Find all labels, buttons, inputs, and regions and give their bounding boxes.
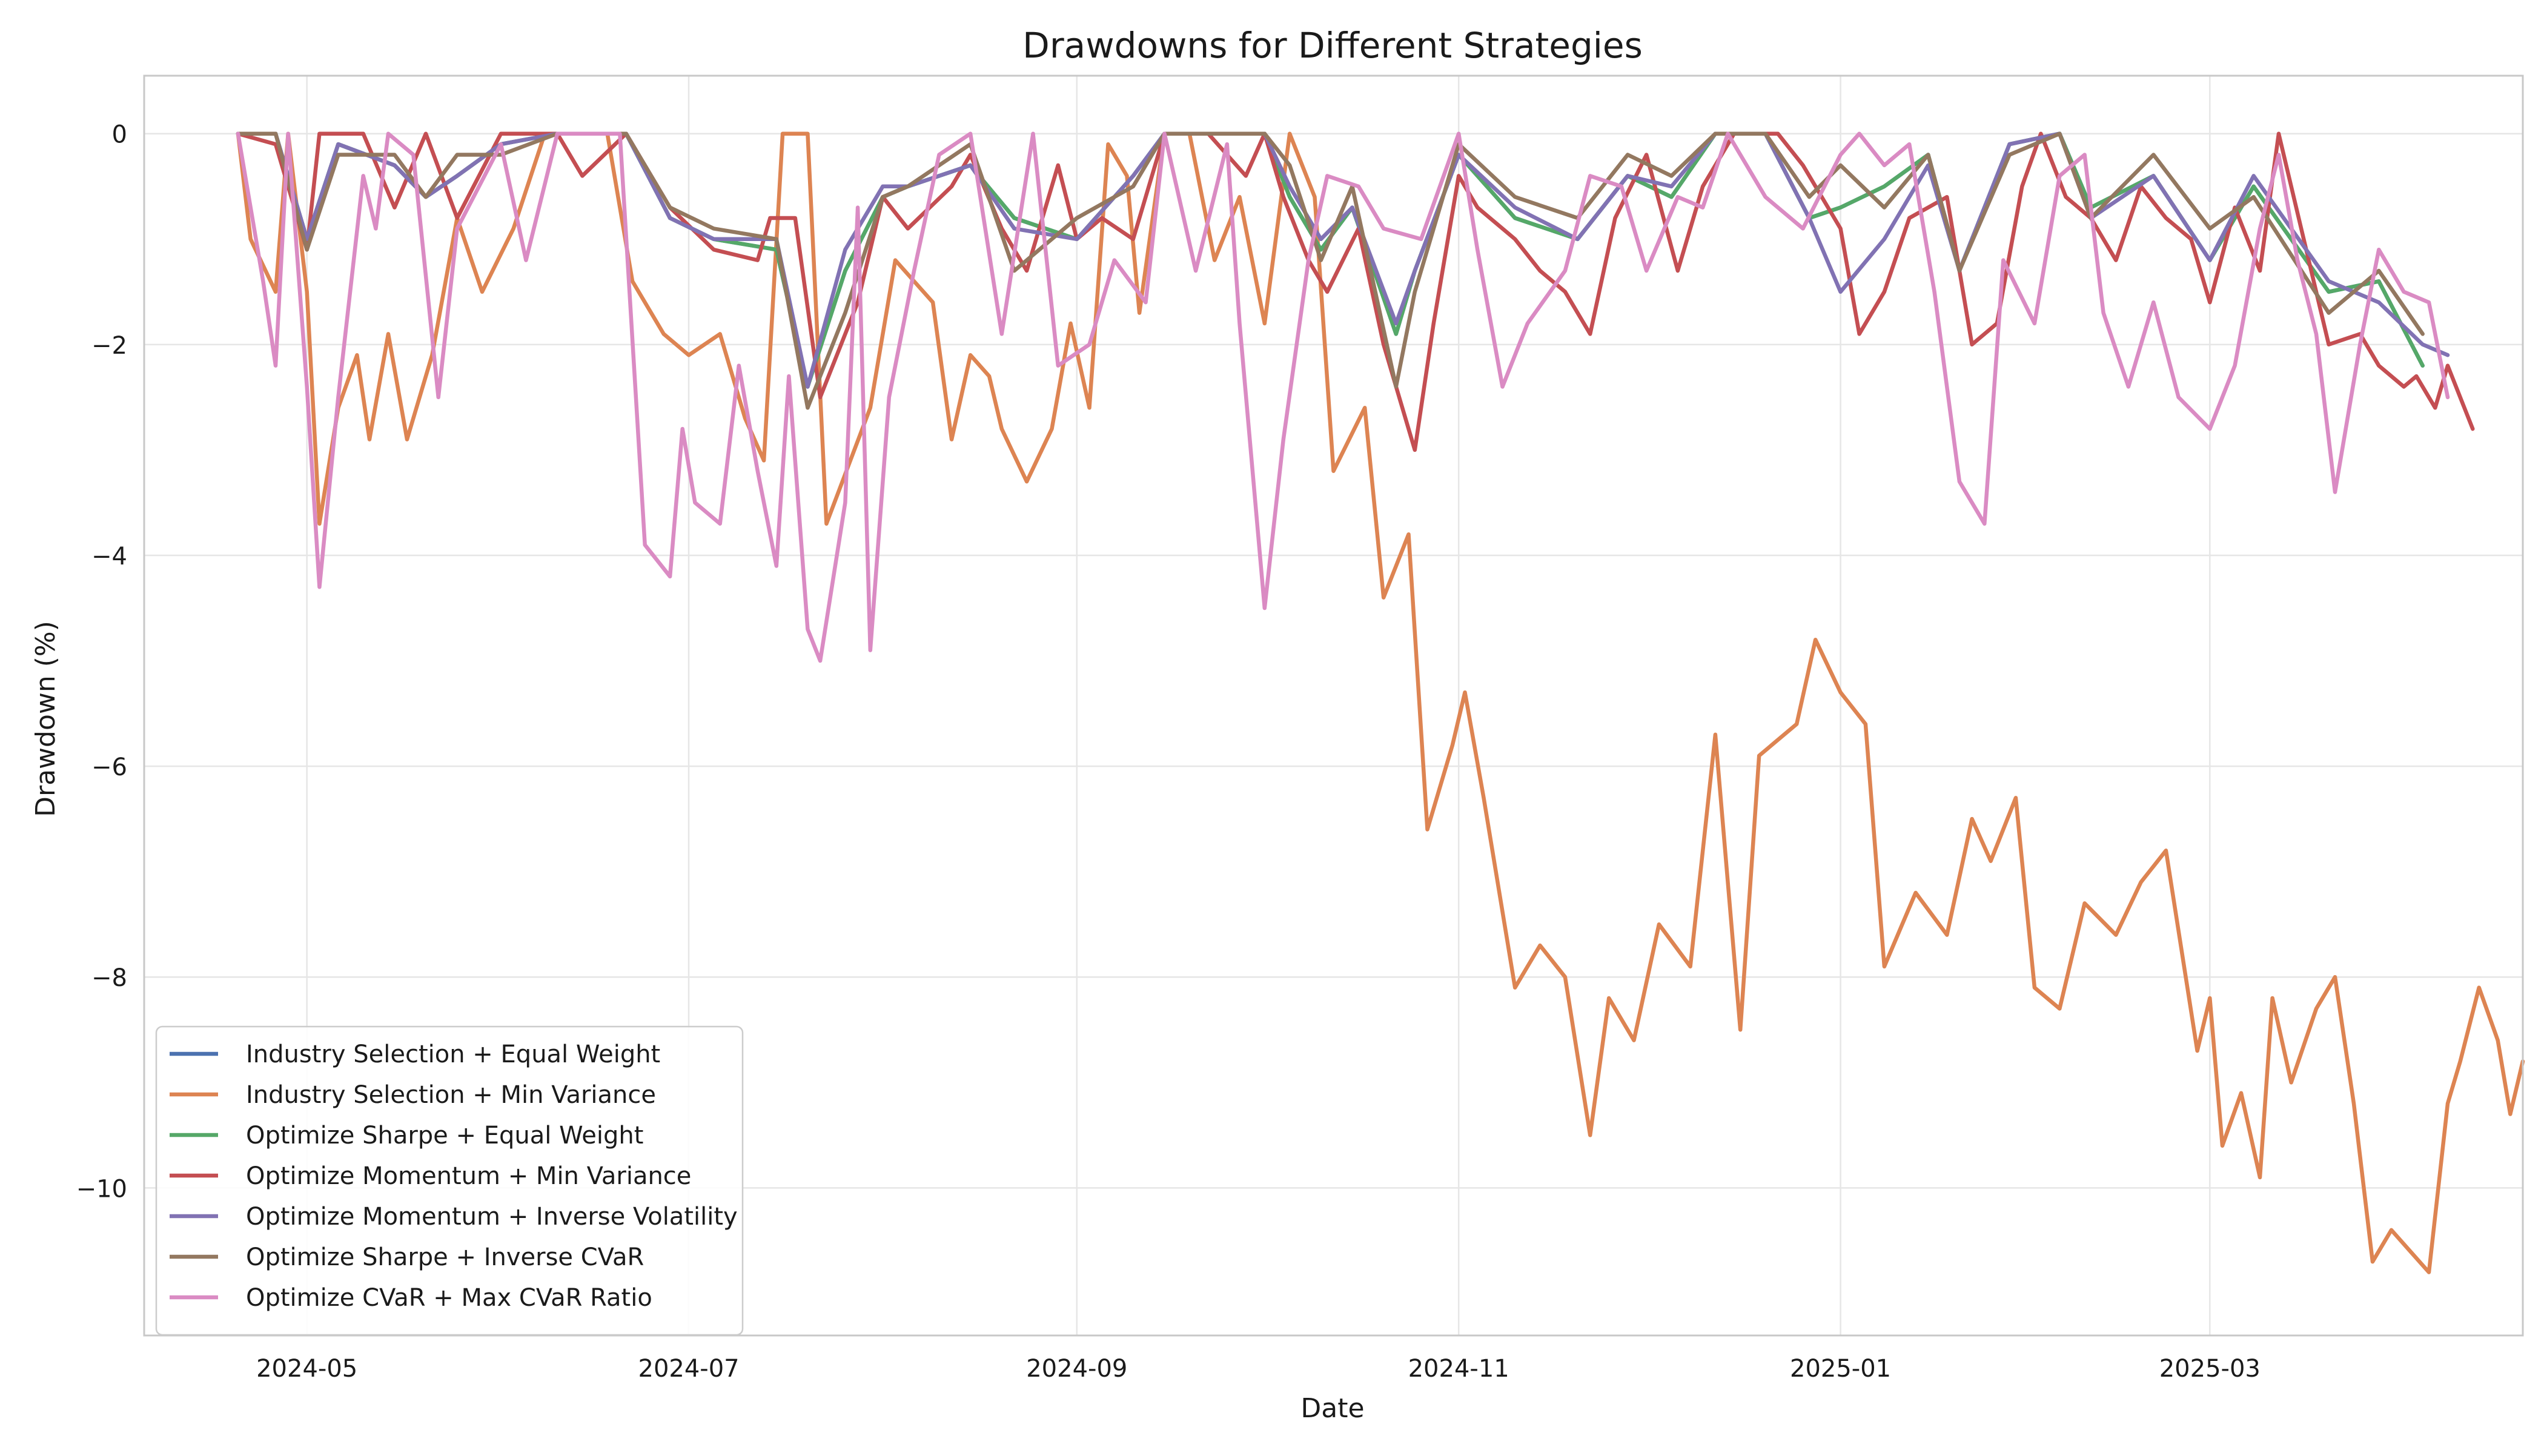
- x-tick-label: 2025-01: [1790, 1355, 1891, 1383]
- legend-entry: Optimize Sharpe + Inverse CVaR: [246, 1243, 644, 1271]
- series-line-7: [236, 131, 2450, 663]
- y-tick-label: −6: [91, 753, 127, 781]
- series-line-4: [236, 131, 2475, 452]
- x-tick-label: 2024-11: [1408, 1355, 1509, 1383]
- legend-entry: Optimize CVaR + Max CVaR Ratio: [246, 1284, 652, 1312]
- y-tick-label: −10: [76, 1175, 127, 1203]
- legend-entry: Industry Selection + Min Variance: [246, 1081, 656, 1109]
- y-tick-label: −4: [91, 543, 127, 571]
- x-tick-label: 2025-03: [2159, 1355, 2261, 1383]
- x-tick-label: 2024-09: [1026, 1355, 1127, 1383]
- legend-entry: Industry Selection + Equal Weight: [246, 1041, 660, 1068]
- legend-entry: Optimize Sharpe + Equal Weight: [246, 1122, 643, 1150]
- y-axis-label: Drawdown (%): [30, 621, 61, 817]
- x-axis-label: Date: [1300, 1393, 1364, 1424]
- legend-entry: Optimize Momentum + Inverse Volatility: [246, 1203, 738, 1231]
- x-tick-label: 2024-07: [638, 1355, 740, 1383]
- y-tick-label: −8: [91, 964, 127, 992]
- legend-box: [155, 1025, 744, 1336]
- chart-title: Drawdowns for Different Strategies: [1022, 25, 1643, 66]
- legend: Industry Selection + Equal Weight Industr…: [155, 1025, 744, 1336]
- legend-entry: Optimize Momentum + Min Variance: [246, 1162, 691, 1190]
- x-tick-label: 2024-05: [256, 1355, 357, 1383]
- y-tick-label: −2: [91, 332, 127, 360]
- y-tick-label: 0: [112, 121, 127, 149]
- axes-frame: [143, 74, 2524, 1337]
